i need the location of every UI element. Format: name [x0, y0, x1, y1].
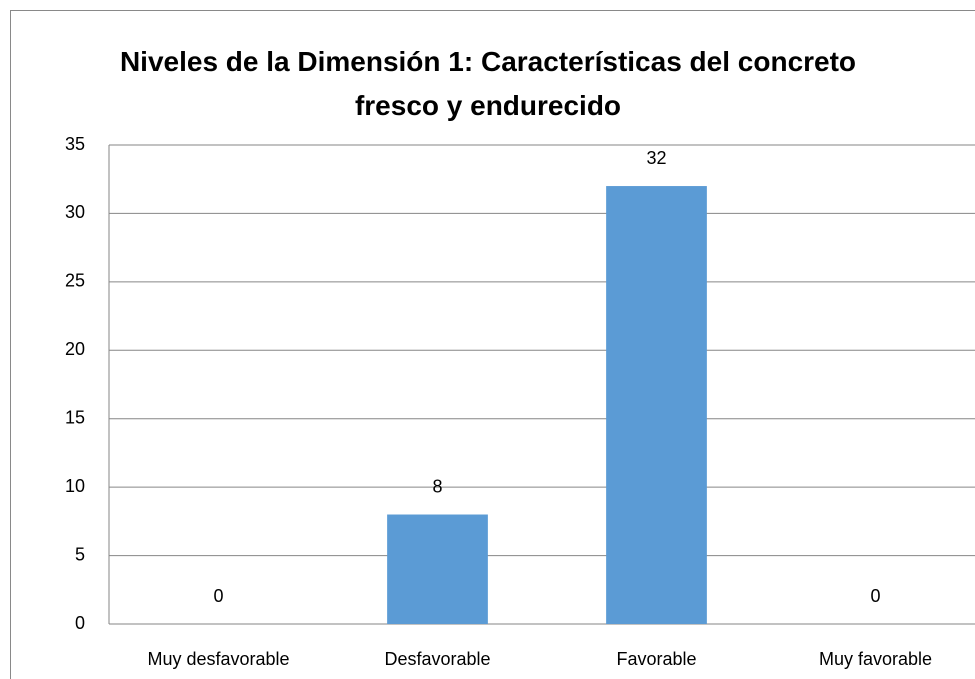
bar	[606, 186, 707, 625]
bar	[387, 514, 488, 624]
data-label: 0	[870, 586, 880, 606]
data-label: 32	[646, 148, 666, 168]
x-tick-label: Muy favorable	[819, 649, 932, 669]
data-label: 8	[432, 476, 442, 496]
x-tick-label: Muy desfavorable	[147, 649, 289, 669]
y-tick-label: 35	[65, 134, 85, 154]
y-tick-label: 5	[75, 544, 85, 564]
y-tick-label: 0	[75, 613, 85, 633]
y-tick-label: 30	[65, 202, 85, 222]
y-tick-label: 20	[65, 339, 85, 359]
x-tick-label: Favorable	[616, 649, 696, 669]
chart-title: Niveles de la Dimensión 1: Característic…	[119, 46, 857, 121]
y-tick-label: 10	[65, 476, 85, 496]
chart-border	[10, 10, 975, 679]
y-tick-label: 15	[65, 407, 85, 427]
data-label: 0	[213, 586, 223, 606]
y-tick-label: 25	[65, 271, 85, 291]
x-tick-label: Desfavorable	[384, 649, 490, 669]
